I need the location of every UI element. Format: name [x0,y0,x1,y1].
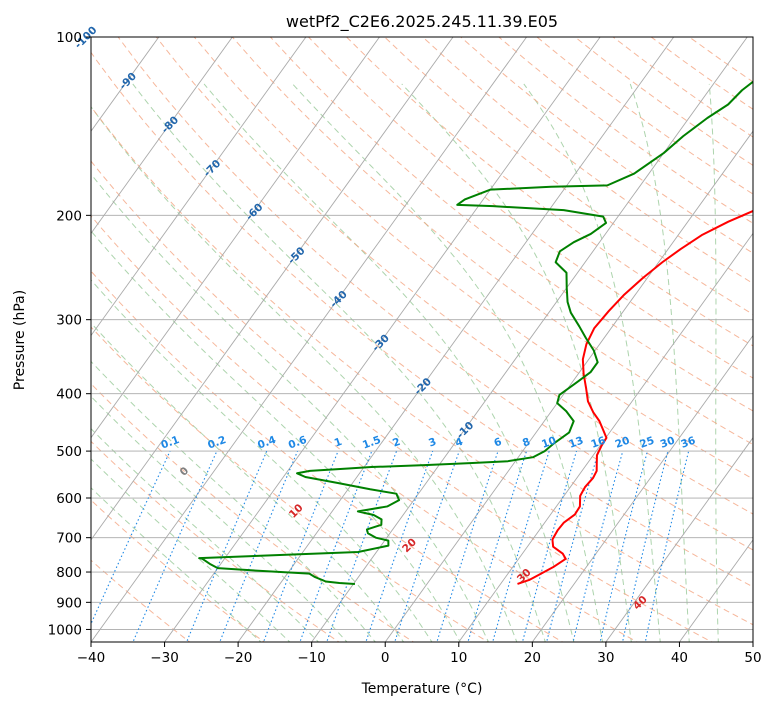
y-tick-label-1: 200 [56,208,82,224]
y-tick-label-3: 400 [56,387,82,403]
x-tick-label-7: 30 [597,650,614,666]
x-tick-label-4: 0 [381,650,390,666]
y-tick-label-8: 900 [56,595,82,611]
x-tick-label-3: −10 [297,650,326,666]
y-axis-ticks: 100 200 300 400 500 600 700 800 900 1000 [48,30,91,638]
x-tick-label-6: 20 [524,650,541,666]
y-tick-label-7: 800 [56,565,82,581]
x-tick-label-8: 40 [671,650,688,666]
y-tick-label-4: 500 [56,444,82,460]
y-tick-label-6: 700 [56,531,82,547]
x-axis-ticks: −40 −30 −20 −10 0 10 20 30 40 50 [77,642,762,666]
x-tick-label-0: −40 [77,650,106,666]
x-tick-label-9: 50 [744,650,761,666]
x-tick-label-1: −30 [150,650,179,666]
x-tick-label-2: −20 [224,650,253,666]
y-tick-label-9: 1000 [48,622,82,638]
y-tick-label-2: 300 [56,313,82,329]
x-axis-label: Temperature (°C) [361,681,483,697]
y-tick-label-5: 600 [56,491,82,507]
chart-title: wetPf2_C2E6.2025.245.11.39.E05 [286,12,558,32]
x-tick-label-5: 10 [450,650,467,666]
y-axis-label: Pressure (hPa) [12,290,28,390]
y-tick-label-0: 100 [56,30,82,46]
